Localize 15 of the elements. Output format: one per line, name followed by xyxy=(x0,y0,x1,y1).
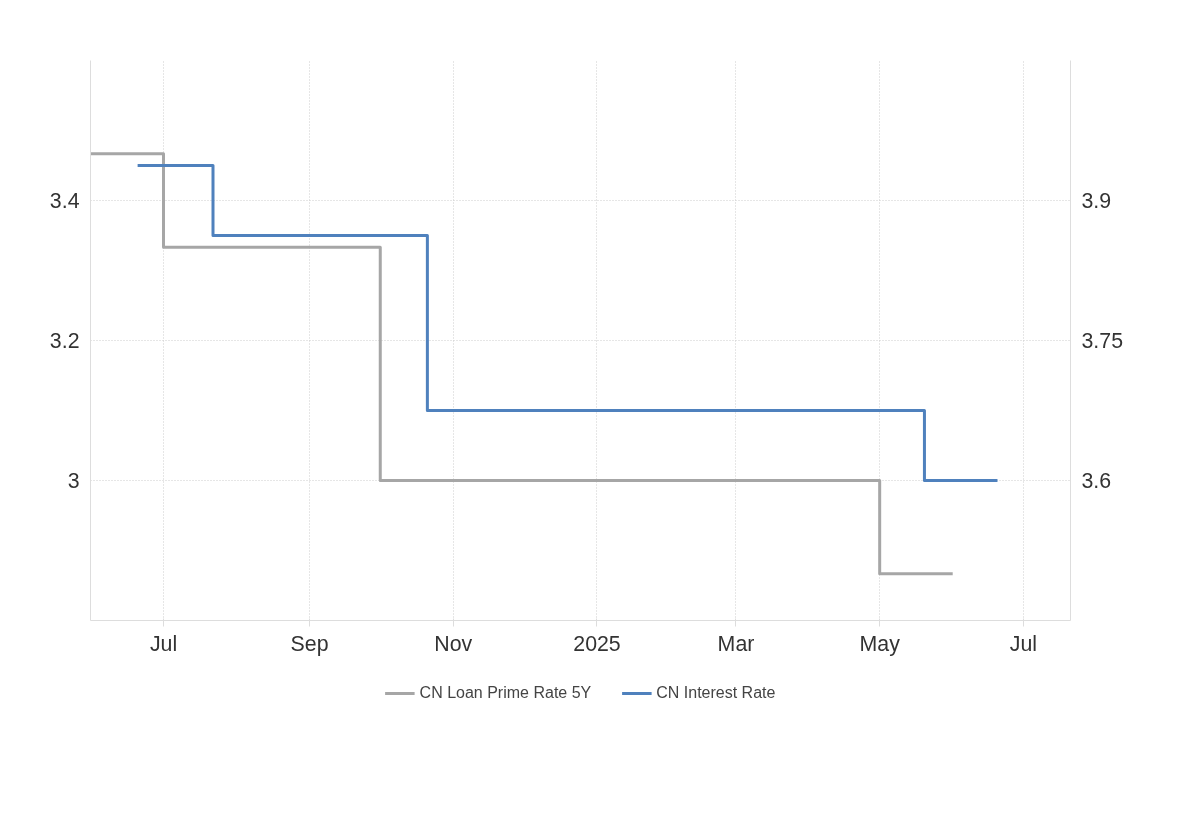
y2-tick-label: 3.75 xyxy=(1081,329,1124,353)
y2-tick-label: 3.6 xyxy=(1081,469,1112,493)
x-tick-label: Jul xyxy=(1009,631,1038,656)
y2-tick-label: 3.9 xyxy=(1081,189,1112,213)
legend-label: CN Loan Prime Rate 5Y xyxy=(419,684,592,702)
y-tick-label: 3 xyxy=(67,469,80,493)
x-tick-label: May xyxy=(859,631,901,656)
y-tick-label: 3.2 xyxy=(49,329,80,353)
x-tick-label: Mar xyxy=(717,631,755,656)
x-tick-label: 2025 xyxy=(573,631,621,656)
legend-label: CN Interest Rate xyxy=(656,684,776,702)
x-tick-label: Sep xyxy=(290,631,329,656)
x-tick-label: Nov xyxy=(434,631,473,656)
x-tick-label: Jul xyxy=(149,631,178,656)
y-tick-label: 3.4 xyxy=(49,189,80,213)
